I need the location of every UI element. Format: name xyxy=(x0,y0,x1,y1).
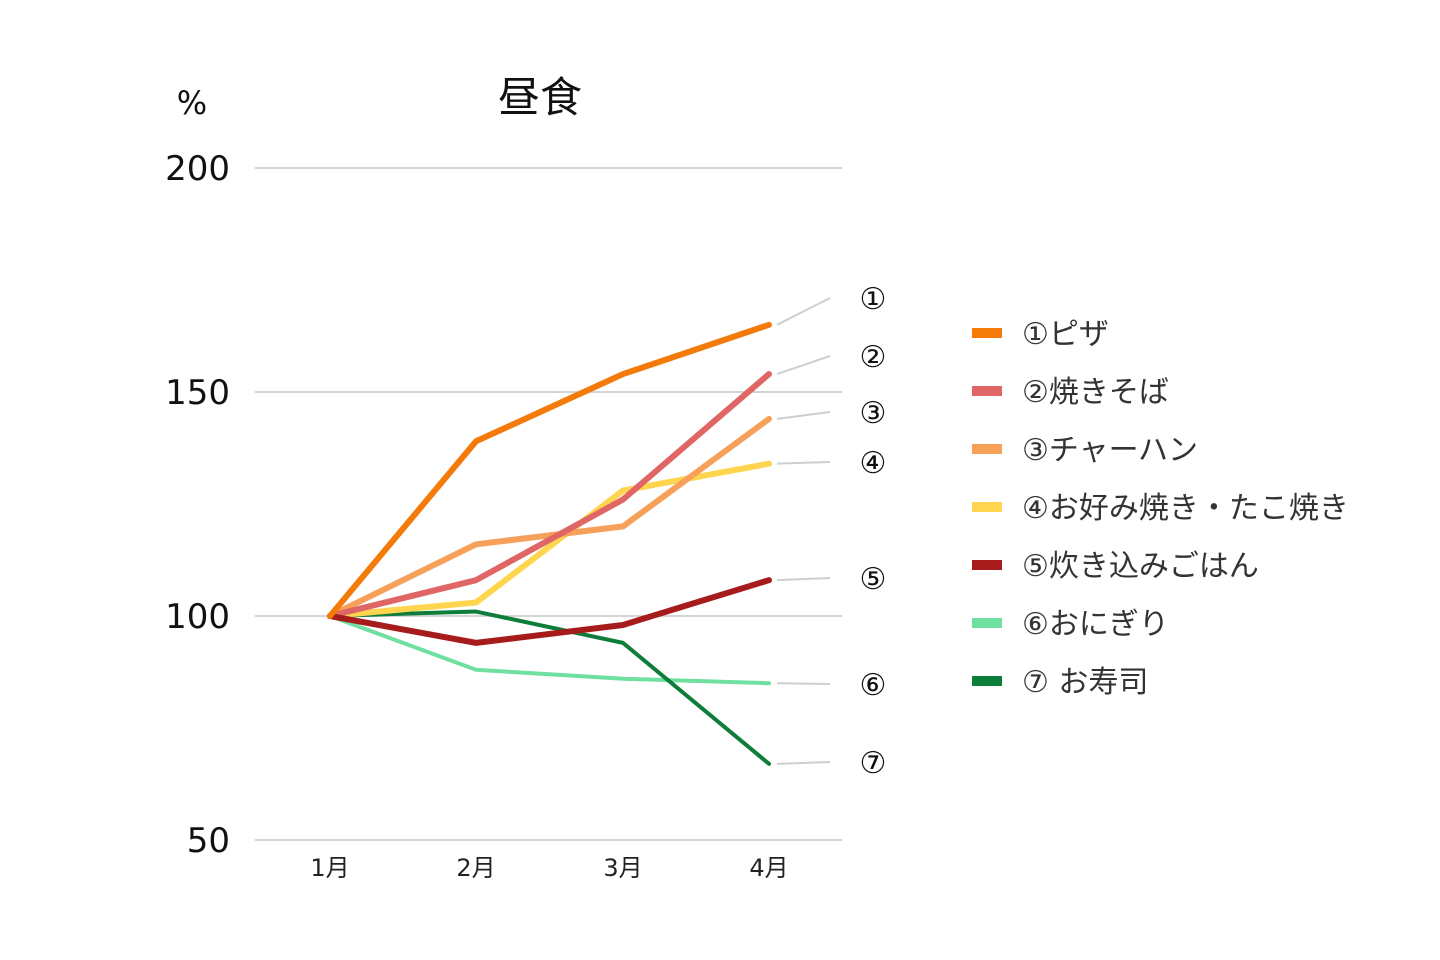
end-label-7: ⑦ xyxy=(860,746,887,781)
end-label-2: ② xyxy=(860,340,887,375)
y-tick-label: 50 xyxy=(187,821,230,861)
end-label-4: ④ xyxy=(860,446,887,481)
legend-label-4: ④お好み焼き・たこ焼き xyxy=(1022,491,1349,526)
end-label-1: ① xyxy=(860,282,887,317)
series-line-2 xyxy=(327,371,772,619)
series-line-4 xyxy=(327,460,772,619)
legend-swatch-5 xyxy=(972,560,1002,570)
y-tick-label: 100 xyxy=(165,597,230,637)
y-unit-label: % xyxy=(177,84,207,122)
leader-line-6 xyxy=(776,682,831,685)
leader-line-4 xyxy=(776,461,831,465)
end-labels: ① ② ③ ④ ⑤ ⑥ ⑦ xyxy=(860,282,887,781)
x-tick-label: 1月 xyxy=(310,854,349,882)
x-tick-label: 3月 xyxy=(603,854,642,882)
legend-label-7: ⑦ お寿司 xyxy=(1022,665,1148,700)
series-line-3 xyxy=(327,415,772,619)
end-label-5: ⑤ xyxy=(860,562,887,597)
x-tick-label: 4月 xyxy=(749,854,788,882)
legend-swatch-6 xyxy=(972,618,1002,628)
y-tick-label: 150 xyxy=(165,373,230,413)
series-lines xyxy=(327,321,772,766)
series-line-6 xyxy=(328,614,771,686)
series-line-1 xyxy=(327,321,772,619)
y-tick-label: 200 xyxy=(165,149,230,189)
end-label-leaders xyxy=(776,297,831,765)
y-axis-ticks: 200 150 100 50 xyxy=(165,149,230,861)
legend-label-5: ⑤炊き込みごはん xyxy=(1022,549,1259,584)
legend-swatch-3 xyxy=(972,444,1002,454)
x-tick-label: 2月 xyxy=(456,854,495,882)
legend-swatch-4 xyxy=(972,502,1002,512)
legend-label-3: ③チャーハン xyxy=(1022,433,1198,468)
end-label-6: ⑥ xyxy=(860,668,887,703)
leader-line-5 xyxy=(776,577,831,582)
legend-label-1: ①ピザ xyxy=(1022,317,1109,352)
legend-swatch-7 xyxy=(972,676,1002,686)
leader-line-2 xyxy=(776,355,831,376)
chart-title: 昼食 xyxy=(498,73,582,122)
leader-line-3 xyxy=(776,411,831,420)
leader-line-1 xyxy=(776,297,831,326)
legend-label-2: ②焼きそば xyxy=(1022,375,1169,410)
x-axis-ticks: 1月 2月 3月 4月 xyxy=(310,854,788,882)
legend-swatch-2 xyxy=(972,386,1002,396)
gridlines xyxy=(255,167,842,841)
series-line-7 xyxy=(328,609,771,766)
legend-label-6: ⑥おにぎり xyxy=(1022,607,1169,642)
leader-line-7 xyxy=(776,761,831,765)
legend: ①ピザ ②焼きそば ③チャーハン ④お好み焼き・たこ焼き ⑤炊き込みごはん ⑥おにぎり ⑦ … xyxy=(972,317,1349,700)
series-line-5 xyxy=(327,577,772,646)
end-label-3: ③ xyxy=(860,396,887,431)
legend-swatch-1 xyxy=(972,328,1002,338)
